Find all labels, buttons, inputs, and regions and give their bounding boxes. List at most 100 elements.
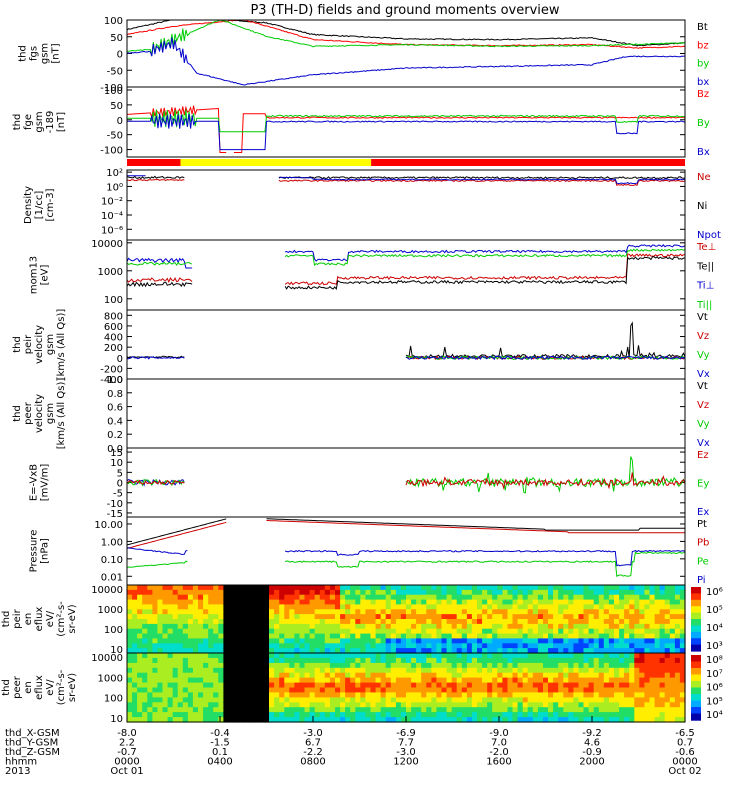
spectrogram-cell xyxy=(416,614,422,620)
spectrogram-cell xyxy=(147,677,153,684)
spectrogram-cell xyxy=(639,667,645,674)
xaxis-value: 0800 xyxy=(300,757,325,768)
spectrogram-cell xyxy=(446,672,453,679)
spectrogram-cell xyxy=(532,604,539,610)
spectrogram-cell xyxy=(132,667,138,674)
spectrogram-cell xyxy=(436,633,443,640)
spectrogram-cell xyxy=(406,702,412,708)
spectrogram-cell xyxy=(527,628,534,635)
xaxis-row-label: hhmm xyxy=(5,757,37,768)
y-tick-label: 5 xyxy=(117,468,123,479)
spectrogram-cell xyxy=(532,702,539,708)
spectrogram-cell xyxy=(629,712,635,718)
spectrogram-cell xyxy=(624,633,630,640)
spectrogram-cell xyxy=(471,604,478,610)
spectrogram-cell xyxy=(192,662,199,669)
spectrogram-cell xyxy=(274,687,280,693)
spectrogram-cell xyxy=(578,619,585,625)
spectrogram-cell xyxy=(329,667,336,674)
spectrogram-cell xyxy=(238,589,245,596)
spectrogram-cell xyxy=(532,619,539,625)
spectrogram-cell xyxy=(172,585,179,591)
spectrogram-cell xyxy=(269,692,275,698)
spectrogram-cell xyxy=(294,657,301,664)
spectrogram-cell xyxy=(132,589,138,596)
spectrogram-cell xyxy=(568,687,574,693)
spectrogram-cell xyxy=(208,717,214,723)
spectrogram-cell xyxy=(568,697,574,703)
spectrogram-cell xyxy=(664,585,671,591)
spectrogram-cell xyxy=(629,657,635,664)
spectrogram-cell xyxy=(314,638,321,644)
spectrogram-cell xyxy=(299,702,306,708)
spectrogram-cell xyxy=(451,623,458,630)
spectrogram-cell xyxy=(527,643,534,649)
spectrogram-cell xyxy=(426,638,432,644)
spectrogram-cell xyxy=(269,662,275,669)
spectrogram-cell xyxy=(360,717,366,723)
spectrogram-cell xyxy=(456,707,463,713)
spectrogram-cell xyxy=(228,682,235,689)
spectrogram-cell xyxy=(132,672,138,679)
spectrogram-cell xyxy=(532,707,539,713)
spectrogram-cell xyxy=(421,648,427,654)
spectrogram-cell xyxy=(157,692,164,698)
spectrogram-cell xyxy=(233,648,240,654)
spectrogram-cell xyxy=(558,614,564,620)
spectrogram-cell xyxy=(390,643,397,649)
spectrogram-cell xyxy=(588,589,595,596)
spectrogram-cell xyxy=(634,682,640,689)
spectrogram-cell xyxy=(411,707,417,713)
spectrogram-cell xyxy=(304,643,311,649)
spectrogram-cell xyxy=(446,633,453,640)
spectrogram-cell xyxy=(208,614,214,620)
spectrogram-cell xyxy=(568,643,574,649)
spectrogram-cell xyxy=(324,672,331,679)
spectrogram-cell xyxy=(471,599,478,606)
spectrogram-cell xyxy=(512,692,519,698)
spectrogram-cell xyxy=(659,648,666,654)
spectrogram-cell xyxy=(644,687,651,693)
spectrogram-cell xyxy=(477,712,483,718)
spectrogram-cell xyxy=(370,687,377,693)
spectrogram-cell xyxy=(365,619,372,625)
spectrogram-cell xyxy=(279,653,285,659)
spectrogram-cell xyxy=(355,712,361,718)
spectrogram-cell xyxy=(324,589,331,596)
spectrogram-cell xyxy=(294,662,301,669)
spectrogram-cell xyxy=(573,599,580,606)
spectrogram-cell xyxy=(365,717,372,723)
spectrogram-cell xyxy=(192,594,199,601)
spectrogram-cell xyxy=(497,707,503,713)
spectrogram-cell xyxy=(619,648,625,654)
spectrogram-cell xyxy=(634,609,640,615)
spectrogram-cell xyxy=(568,614,574,620)
spectrogram-cell xyxy=(304,662,311,669)
legend-label: Vz xyxy=(697,331,709,342)
spectrogram-cell xyxy=(471,712,478,718)
spectrogram-cell xyxy=(360,697,366,703)
spectrogram-cell xyxy=(147,657,153,664)
spectrogram-cell xyxy=(649,599,656,606)
spectrogram-cell xyxy=(127,653,133,659)
spectrogram-cell xyxy=(375,697,382,703)
spectrogram-cell xyxy=(421,594,427,601)
spectrogram-cell xyxy=(674,717,681,723)
spectrogram-cell xyxy=(451,672,458,679)
spectrogram-cell xyxy=(456,697,463,703)
spectrogram-cell xyxy=(284,697,290,703)
spectrogram-cell xyxy=(223,609,230,615)
spectrogram-cell xyxy=(350,702,356,708)
spectrogram-cell xyxy=(492,604,498,610)
spectrogram-cell xyxy=(192,589,199,596)
spectrogram-cell xyxy=(497,599,503,606)
y-tick-label: 10000 xyxy=(91,239,123,250)
spectrogram-cell xyxy=(471,609,478,615)
spectrogram-cell xyxy=(669,677,676,684)
spectrogram-cell xyxy=(563,707,569,713)
spectrogram-cell xyxy=(441,599,448,606)
spectrogram-cell xyxy=(314,653,321,659)
spectrogram-cell xyxy=(314,599,321,606)
spectrogram-cell xyxy=(233,623,240,630)
spectrogram-cell xyxy=(446,692,453,698)
